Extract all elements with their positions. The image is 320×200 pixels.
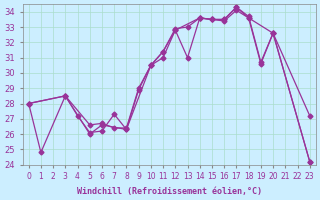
X-axis label: Windchill (Refroidissement éolien,°C): Windchill (Refroidissement éolien,°C): [77, 187, 262, 196]
